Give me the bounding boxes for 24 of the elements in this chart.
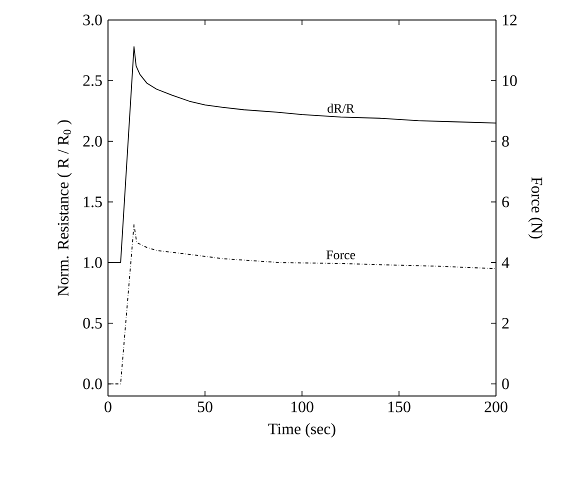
y-tick-label: 0.0 bbox=[83, 378, 102, 390]
y2-tick-label: 8 bbox=[502, 136, 509, 147]
y2-tick-label: 2 bbox=[502, 318, 509, 328]
y-tick-label: 1.0 bbox=[84, 257, 102, 268]
y-tick-label: 2.5 bbox=[83, 75, 102, 86]
y-tick-label: 0.5 bbox=[83, 318, 102, 329]
x-tick-label: 100 bbox=[291, 402, 314, 412]
series-label: dR/R bbox=[328, 104, 354, 113]
series-label: Force bbox=[326, 250, 356, 260]
y2-tick-label: 4 bbox=[502, 257, 510, 268]
x-tick-label: 0 bbox=[104, 402, 112, 412]
x-tick-label: 50 bbox=[198, 402, 212, 412]
y-tick-label: 3.0 bbox=[83, 14, 102, 26]
x-tick-label: 150 bbox=[388, 402, 410, 412]
y2-tick-label: 0 bbox=[502, 378, 509, 390]
y-axis-title: Norm. Resistance ( R / R$_{0}$ ) bbox=[57, 120, 72, 296]
y2-tick-label: 10 bbox=[502, 75, 517, 86]
y-tick-label: 1.5 bbox=[84, 196, 102, 208]
y-tick-label: 2.0 bbox=[83, 136, 102, 147]
y2-tick-label: 12 bbox=[502, 14, 517, 26]
x-axis-title: Time (sec) bbox=[268, 423, 336, 438]
y2-axis-title: Force (N) bbox=[528, 177, 543, 238]
y2-tick-label: 6 bbox=[502, 196, 510, 208]
x-tick-label: 200 bbox=[484, 402, 508, 412]
